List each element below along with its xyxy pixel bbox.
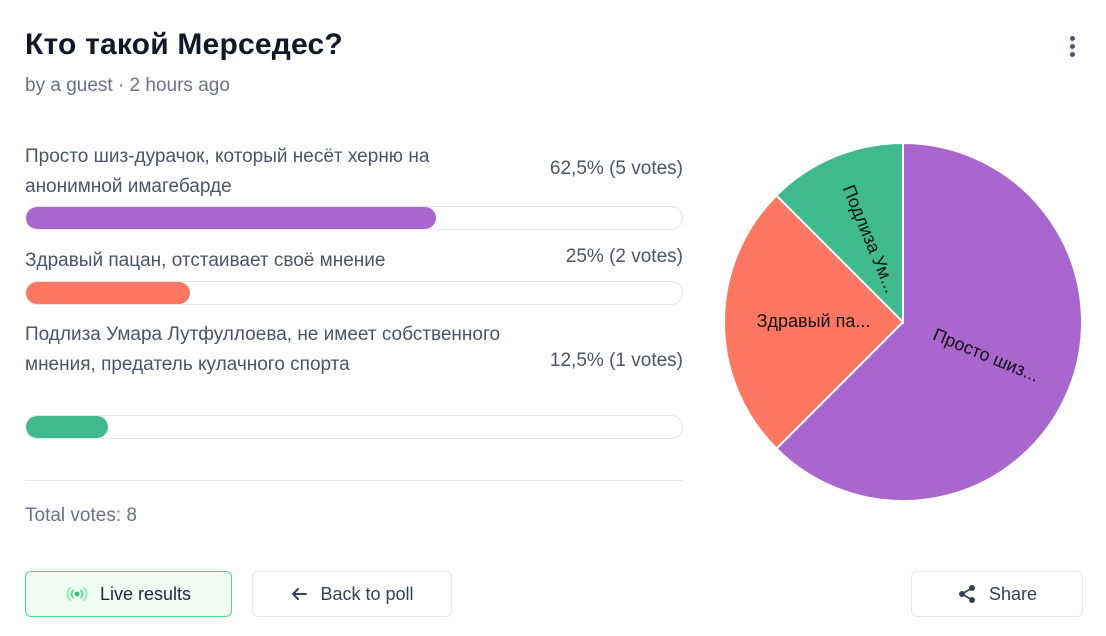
share-button[interactable]: Share — [911, 571, 1083, 617]
option-bar — [25, 281, 683, 305]
option-value: 25% (2 votes) — [565, 246, 683, 267]
divider — [25, 480, 683, 481]
back-to-poll-label: Back to poll — [320, 583, 414, 604]
pie-slice — [775, 141, 904, 325]
broadcast-icon — [66, 587, 88, 601]
pie-slice — [723, 194, 905, 450]
option-bar — [25, 206, 683, 230]
poll-option: Подлиза Умара Лутфуллоева, не имеет собс… — [25, 320, 683, 442]
poll-option: Просто шиз-дурачок, который несёт херню … — [25, 142, 683, 234]
share-icon — [958, 585, 975, 603]
option-value: 62,5% (5 votes) — [549, 158, 683, 179]
poll-title: Кто такой Мерседес? — [25, 28, 343, 61]
option-label: Подлиза Умара Лутфуллоева, не имеет собс… — [25, 324, 501, 375]
pie-slice-label: Здравый па... — [757, 311, 871, 331]
option-bar-fill — [26, 282, 190, 304]
live-results-button[interactable]: Live results — [25, 571, 232, 617]
total-votes: Total votes: 8 — [25, 505, 137, 526]
results-pie-chart: Просто шиз...Здравый па...Подлиза Ум... — [723, 141, 1083, 502]
share-label: Share — [988, 583, 1038, 604]
back-to-poll-button[interactable]: Back to poll — [252, 571, 452, 617]
poll-meta: by a guest · 2 hours ago — [25, 75, 230, 96]
option-label: Просто шиз-дурачок, который несёт херню … — [25, 146, 430, 197]
option-value: 12,5% (1 votes) — [549, 350, 683, 371]
option-label: Здравый пацан, отстаивает своё мнение — [25, 250, 386, 271]
pie-slice — [775, 141, 1083, 502]
arrow-left-icon — [292, 588, 308, 600]
option-bar-fill — [26, 207, 436, 229]
option-bar-fill — [26, 416, 108, 438]
option-bar — [25, 415, 683, 439]
poll-option: Здравый пацан, отстаивает своё мнение 25… — [25, 246, 683, 306]
more-vertical-icon[interactable] — [1062, 34, 1082, 58]
live-results-label: Live results — [99, 583, 192, 604]
